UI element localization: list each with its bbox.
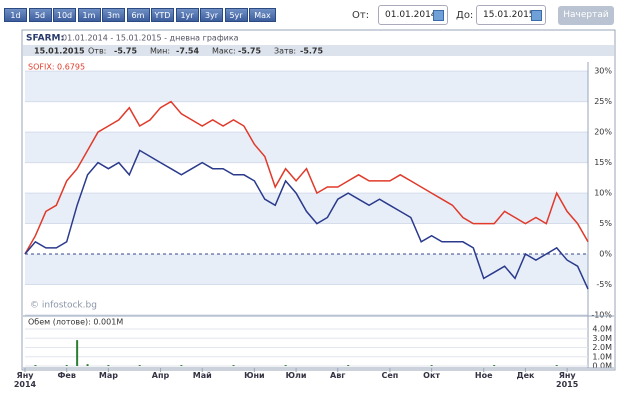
- info-label: Мин:: [150, 47, 170, 56]
- range-button[interactable]: 1yr: [175, 8, 199, 22]
- range-button[interactable]: 1d: [4, 8, 27, 22]
- y-tick-label: 15%: [594, 158, 612, 167]
- info-value: -5.75: [238, 47, 261, 56]
- x-tick-label: Юли: [285, 371, 307, 380]
- line-series: [24, 100, 589, 255]
- y-tick-label: 25%: [594, 97, 612, 106]
- volume-bar: [493, 365, 496, 366]
- info-value: -5.75: [300, 47, 323, 56]
- x-tick-label: Сеп: [381, 371, 399, 380]
- watermark: © infostock.bg: [30, 301, 97, 311]
- volume-bar: [430, 365, 433, 366]
- x-tick-label: Яну 2015: [556, 371, 579, 389]
- range-button[interactable]: 6m: [126, 8, 150, 22]
- x-tick-label: Фев: [57, 371, 76, 380]
- info-date: 15.01.2015: [34, 47, 85, 56]
- volume-bar: [284, 365, 287, 366]
- x-tick-label: Мар: [98, 371, 118, 380]
- range-button[interactable]: 10d: [53, 8, 76, 22]
- volume-tick-label: 0.0M: [592, 362, 612, 371]
- volume-label: Обем (лотове): 0.001M: [28, 318, 123, 327]
- x-tick-label: Ное: [474, 371, 493, 380]
- info-value: -7.54: [176, 47, 199, 56]
- y-tick-label: 30%: [594, 67, 612, 76]
- grid-band: [25, 71, 588, 102]
- info-value: -5.75: [114, 47, 137, 56]
- volume-tick-label: 3.0M: [592, 334, 612, 343]
- to-input[interactable]: 15.01.2015: [476, 5, 546, 25]
- range-button[interactable]: 5yr: [224, 8, 248, 22]
- volume-tick-label: 4.0M: [592, 325, 612, 334]
- volume-tick-label: 1.0M: [592, 352, 612, 361]
- y-tick-label: 20%: [594, 128, 612, 137]
- volume-tick-label: 2.0M: [592, 343, 612, 352]
- grid-band: [25, 193, 588, 224]
- from-input[interactable]: 01.01.2014: [378, 5, 448, 25]
- chart-subtitle: 01.01.2014 - 15.01.2015 - дневна графика: [62, 34, 239, 43]
- y-tick-label: -5%: [596, 280, 612, 289]
- x-tick-label: Май: [192, 371, 212, 380]
- volume-bar: [232, 365, 235, 366]
- grid-band: [25, 132, 588, 163]
- volume-bar: [34, 365, 37, 366]
- from-value: 01.01.2014: [385, 10, 437, 20]
- chart-title: SFARM:: [26, 34, 64, 44]
- to-label: До:: [456, 10, 474, 21]
- grid-band: [25, 254, 588, 285]
- volume-bar: [107, 365, 110, 366]
- range-button[interactable]: 3m: [102, 8, 125, 22]
- legend-label: SOFIX: 0.6795: [28, 63, 85, 72]
- x-tick-label: Дек: [516, 371, 535, 380]
- range-button[interactable]: Max: [249, 8, 276, 22]
- info-label: Макс:: [212, 47, 236, 56]
- y-tick-label: 5%: [599, 219, 612, 228]
- volume-bar: [86, 364, 89, 366]
- range-button[interactable]: 5d: [28, 8, 52, 22]
- x-tick-label: Яну 2014: [13, 371, 37, 389]
- volume-bar: [138, 365, 141, 366]
- calendar-icon[interactable]: [433, 10, 444, 21]
- submit-button[interactable]: Начертай: [558, 6, 614, 25]
- x-tick-label: Авг: [330, 371, 346, 380]
- calendar-icon[interactable]: [531, 10, 542, 21]
- range-button[interactable]: YTD: [151, 8, 174, 22]
- volume-bar: [76, 340, 79, 366]
- line-series: [24, 149, 589, 290]
- range-button[interactable]: 3yr: [200, 8, 223, 22]
- x-tick-label: Апр: [151, 371, 170, 380]
- volume-bar: [180, 365, 183, 366]
- info-label: Отв:: [88, 47, 106, 56]
- info-bar: [23, 45, 614, 56]
- x-tick-label: Юни: [244, 371, 265, 380]
- volume-bar: [347, 365, 350, 366]
- volume-bar: [65, 365, 68, 366]
- y-tick-label: -10%: [591, 311, 612, 320]
- range-button[interactable]: 1m: [77, 8, 101, 22]
- y-tick-label: 10%: [594, 189, 612, 198]
- volume-bar: [555, 365, 558, 366]
- to-value: 15.01.2015: [483, 10, 535, 20]
- info-label: Затв:: [274, 47, 296, 56]
- x-tick-label: Окт: [423, 371, 441, 380]
- y-tick-label: 0%: [599, 250, 612, 259]
- from-label: От:: [352, 10, 370, 21]
